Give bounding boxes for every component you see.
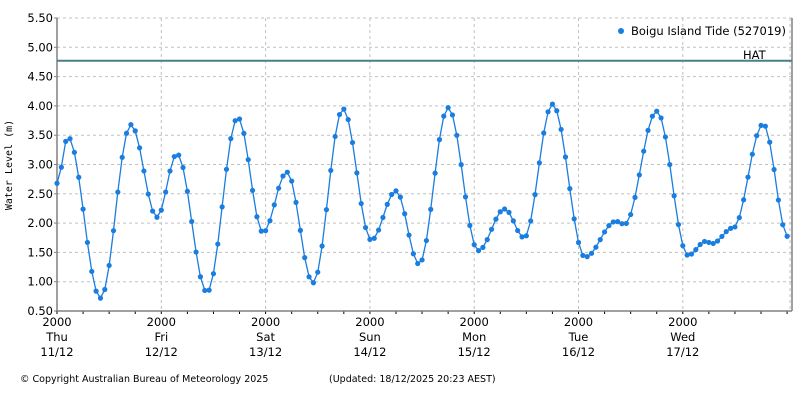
legend-marker-icon	[617, 28, 624, 34]
svg-text:14/12: 14/12	[353, 345, 386, 359]
svg-text:5.00: 5.00	[27, 40, 53, 54]
svg-text:Fri: Fri	[154, 330, 168, 344]
svg-text:1.50: 1.50	[27, 245, 53, 259]
axes	[54, 17, 793, 314]
svg-text:Sun: Sun	[359, 330, 381, 344]
updated-text: (Updated: 18/12/2025 20:23 AEST)	[329, 374, 496, 385]
svg-text:2000: 2000	[251, 315, 280, 329]
svg-text:2000: 2000	[147, 315, 176, 329]
svg-text:Mon: Mon	[462, 330, 486, 344]
svg-text:3.00: 3.00	[27, 158, 53, 172]
y-axis-label: Water Level (m)	[4, 119, 15, 211]
svg-text:2.50: 2.50	[27, 187, 53, 201]
svg-text:Sat: Sat	[256, 330, 275, 344]
svg-text:1.00: 1.00	[27, 275, 53, 289]
svg-text:2000: 2000	[668, 315, 697, 329]
svg-text:5.50: 5.50	[27, 11, 53, 25]
hat-label: HAT	[743, 48, 766, 62]
legend-label: Boigu Island Tide (527019)	[630, 24, 786, 38]
svg-text:15/12: 15/12	[458, 345, 491, 359]
svg-text:16/12: 16/12	[562, 345, 595, 359]
svg-text:3.50: 3.50	[27, 128, 53, 142]
svg-text:4.00: 4.00	[27, 99, 53, 113]
svg-text:Thu: Thu	[45, 330, 68, 344]
svg-text:2000: 2000	[42, 315, 71, 329]
y-tick-labels: 0.50 1.00 1.50 2.00 2.50 3.00 3.50 4.00 4.50 5.00…	[27, 11, 53, 318]
x-tick-labels: 2000Thu11/122000Fri12/122000Sat13/122000…	[40, 315, 699, 359]
svg-text:0.50: 0.50	[27, 304, 53, 318]
svg-text:Wed: Wed	[670, 330, 695, 344]
svg-text:2000: 2000	[355, 315, 384, 329]
copyright-text: © Copyright Australian Bureau of Meteoro…	[20, 374, 269, 385]
grid-lines	[56, 17, 792, 312]
svg-text:12/12: 12/12	[145, 345, 178, 359]
svg-text:Tue: Tue	[568, 330, 589, 344]
svg-text:13/12: 13/12	[249, 345, 282, 359]
svg-text:4.50: 4.50	[27, 70, 53, 84]
svg-text:11/12: 11/12	[40, 345, 73, 359]
svg-text:2.00: 2.00	[27, 216, 53, 230]
svg-text:2000: 2000	[460, 315, 489, 329]
svg-text:2000: 2000	[564, 315, 593, 329]
tide-series	[54, 101, 790, 301]
svg-text:17/12: 17/12	[666, 345, 699, 359]
legend: Boigu Island Tide (527019)	[617, 24, 786, 38]
